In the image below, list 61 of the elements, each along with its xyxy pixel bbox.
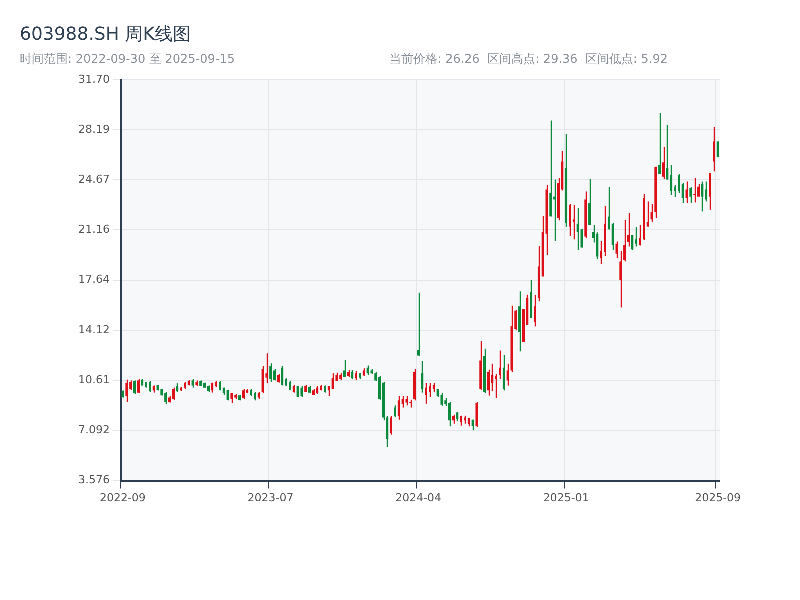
candlestick <box>534 294 536 328</box>
candlestick <box>211 382 214 394</box>
candlestick <box>569 203 572 237</box>
candlestick <box>398 396 400 420</box>
candlestick <box>658 112 662 175</box>
y-tick-label: 3.576 <box>78 474 110 487</box>
candlestick <box>705 181 708 202</box>
y-tick-label: 24.67 <box>78 173 110 186</box>
x-tick-label: 2024-04 <box>396 491 442 504</box>
y-tick-label: 14.12 <box>78 323 110 336</box>
candlestick <box>635 226 638 248</box>
x-tick-label: 2025-09 <box>695 491 742 504</box>
candlestick <box>476 402 478 428</box>
candlestick <box>149 380 152 393</box>
candlestick <box>429 382 432 398</box>
candlestick <box>662 146 666 180</box>
candlestick <box>670 164 673 196</box>
y-tick-label: 31.70 <box>78 72 110 86</box>
candlestick <box>554 179 556 242</box>
text: 当前价格: 26.26 区间高点: 29.36 区间低点: 5.92 <box>390 51 668 68</box>
candlestick <box>425 382 428 405</box>
y-tick-label: 10.61 <box>78 373 110 386</box>
candlestick <box>709 172 712 211</box>
candlestick <box>499 350 502 380</box>
candlestick <box>394 405 396 418</box>
y-tick-label: 7.092 <box>78 424 110 437</box>
candlestick <box>406 396 408 406</box>
candlestick <box>300 386 304 398</box>
candlestick <box>417 292 420 358</box>
candlestick <box>343 359 346 378</box>
candlestick <box>502 354 506 392</box>
candlestick <box>126 379 128 404</box>
y-tick-label: 28.19 <box>78 122 110 136</box>
candlestick <box>133 380 136 395</box>
candlestick <box>460 415 463 426</box>
candlestick <box>495 374 498 399</box>
y-tick-label: 17.64 <box>78 273 110 286</box>
chart-subtitle: 时间范围: 2022-09-30 至 2025-09-15 <box>20 51 235 68</box>
candlestick <box>448 402 452 428</box>
candlestick <box>164 392 168 405</box>
candlestick <box>230 392 234 404</box>
candlestick <box>694 178 696 204</box>
candlestick <box>686 181 688 204</box>
candlestick <box>678 173 680 194</box>
x-tick-label: 2023-07 <box>248 491 294 504</box>
candlestick <box>440 392 444 407</box>
candlestick <box>716 141 720 158</box>
candlestick <box>219 380 222 392</box>
candlestick <box>713 126 716 172</box>
candlestick <box>270 363 272 383</box>
chart-title: 603988.SH 周K线图 <box>20 23 191 46</box>
candlestick <box>550 120 552 218</box>
x-tick-label: 2022-09 <box>100 491 146 504</box>
candlestick <box>572 204 576 240</box>
x-tick-label: 2025-01 <box>543 491 590 504</box>
candlestick <box>580 229 584 248</box>
y-tick-label: 21.16 <box>78 223 110 236</box>
candlestick <box>432 382 436 394</box>
candlestick <box>690 186 692 204</box>
candlestick <box>588 178 592 226</box>
candlestick <box>390 416 392 436</box>
